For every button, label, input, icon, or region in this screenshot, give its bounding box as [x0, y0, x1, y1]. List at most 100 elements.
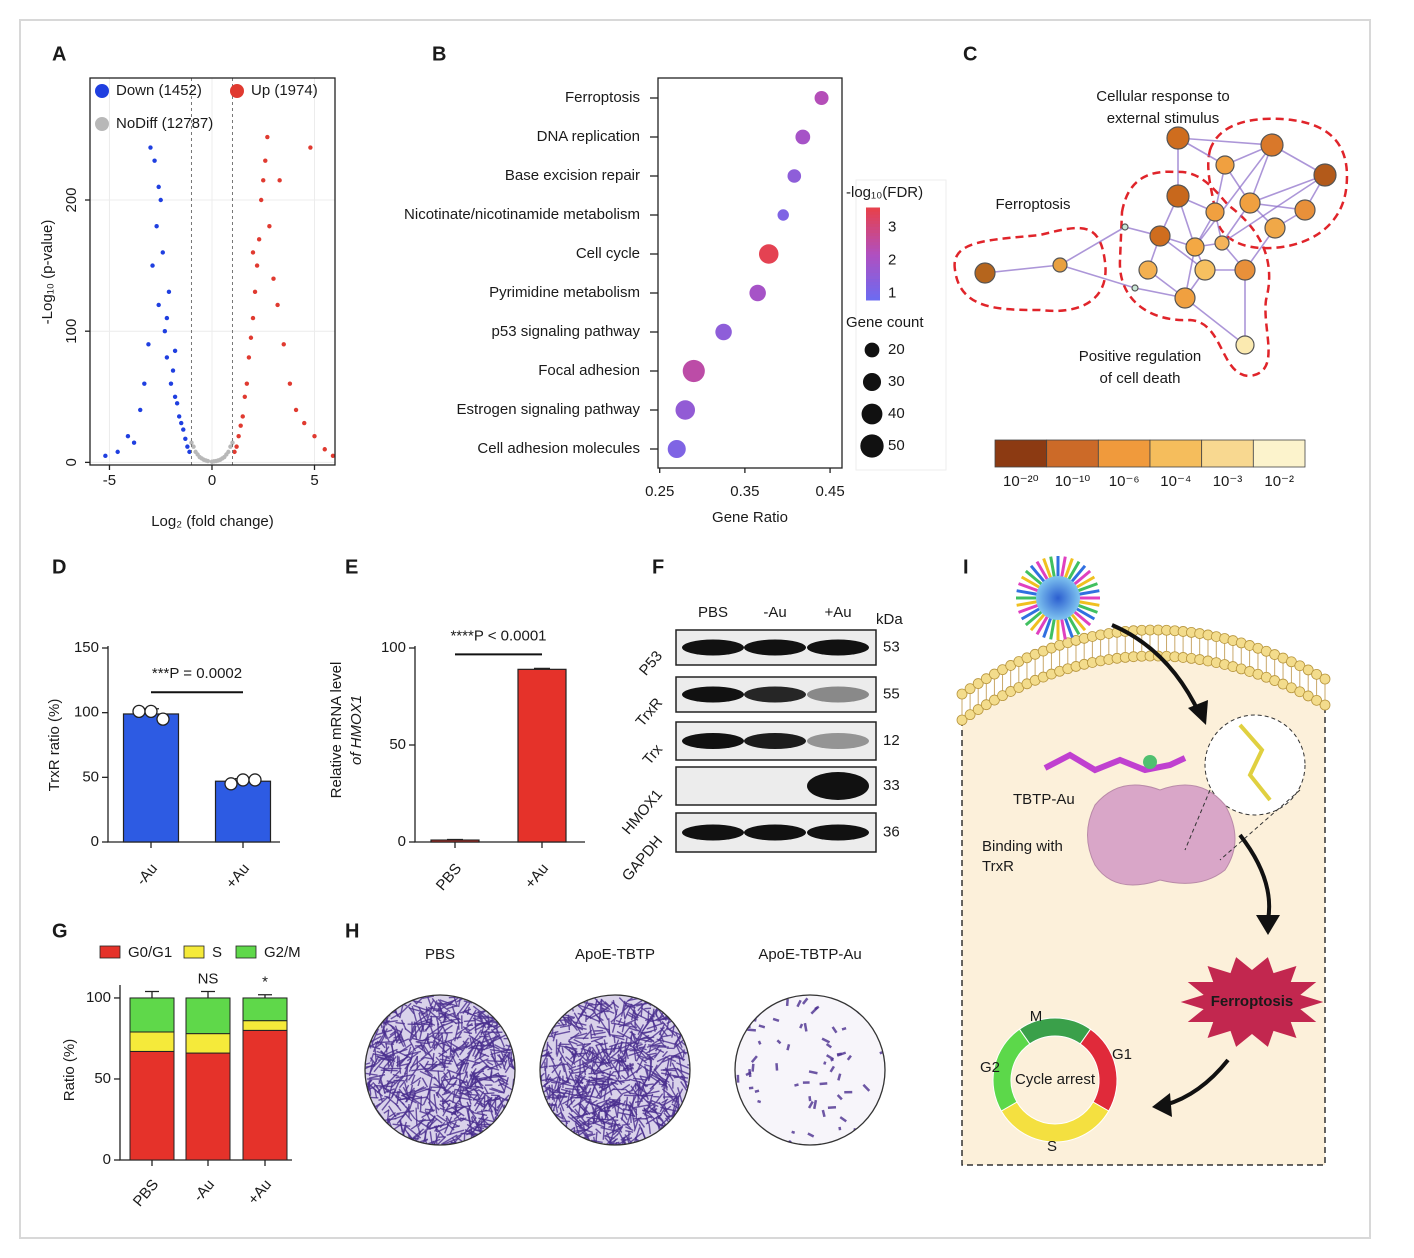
colorbar-cell	[866, 219, 880, 224]
colony	[580, 1000, 589, 1017]
colony	[497, 1072, 506, 1084]
nanoparticle-core	[1036, 576, 1080, 620]
colony	[549, 1086, 561, 1098]
colony	[372, 1081, 379, 1089]
colony	[397, 1072, 407, 1085]
colony	[489, 1049, 505, 1052]
colony	[566, 1090, 571, 1106]
colony	[671, 1092, 679, 1104]
nanoparticle-ligand	[1066, 560, 1081, 582]
cycle-label: Cycle arrest	[1015, 1071, 1096, 1088]
colony	[422, 995, 435, 1000]
point	[115, 449, 120, 455]
lipid-head	[1302, 690, 1314, 702]
colony	[455, 1136, 463, 1142]
colony	[480, 1109, 486, 1128]
colony	[803, 1022, 808, 1032]
colony	[463, 1019, 476, 1023]
colorbar-cell	[866, 262, 880, 267]
network-node	[1149, 225, 1171, 247]
colony	[623, 1113, 628, 1121]
colony	[467, 1112, 473, 1133]
colony	[545, 1073, 550, 1083]
colony	[644, 1063, 654, 1068]
bubble	[715, 323, 732, 341]
colony	[440, 1021, 448, 1035]
y-axis-label: -Log₁₀ (p-value)	[39, 220, 56, 325]
y-axis-label: Relative mRNA level	[328, 662, 345, 799]
colony	[649, 1069, 664, 1084]
replicate-point	[224, 777, 238, 791]
colony	[632, 1011, 652, 1022]
y-tick-label: Estrogen signaling pathway	[457, 401, 641, 418]
legend-marker	[95, 84, 109, 98]
colony	[445, 1115, 452, 1125]
point	[131, 440, 137, 445]
colony	[445, 1117, 449, 1127]
colony	[427, 996, 433, 1010]
colorbar-tick-label: 2	[888, 252, 896, 269]
colony	[418, 1062, 432, 1077]
colony	[562, 1089, 569, 1096]
colony	[449, 1120, 458, 1136]
colony	[637, 1024, 645, 1036]
colony	[404, 1050, 422, 1057]
colony	[384, 1058, 392, 1068]
colony	[582, 1113, 597, 1126]
bubble	[682, 359, 705, 383]
colony	[395, 1090, 399, 1098]
colony	[607, 1105, 611, 1112]
point	[224, 452, 229, 457]
colony	[661, 1098, 669, 1104]
colony	[604, 1001, 613, 1010]
colony	[621, 1123, 631, 1126]
colony	[561, 1047, 565, 1054]
colony	[543, 1076, 558, 1086]
blot-kda: 53	[883, 638, 900, 655]
colony	[406, 1094, 424, 1107]
colony	[489, 1088, 499, 1093]
colony	[378, 1080, 389, 1093]
colony	[503, 1059, 508, 1070]
legend-label: Down (1452)	[116, 82, 202, 99]
y-tick-label: Base excision repair	[505, 167, 640, 184]
colony	[611, 1035, 625, 1041]
significance-label: ****P < 0.0001	[450, 627, 546, 644]
colony	[572, 1097, 588, 1109]
point	[232, 449, 237, 455]
colony	[614, 1068, 622, 1080]
bubble	[758, 244, 779, 264]
colony	[494, 1043, 507, 1052]
point	[158, 197, 163, 203]
colorbar-cell	[866, 293, 880, 298]
lipid-head	[956, 688, 968, 700]
colony	[608, 1078, 625, 1084]
cluster-label: external stimulus	[1107, 110, 1220, 127]
colony	[418, 1011, 427, 1015]
point	[250, 315, 256, 321]
colony	[801, 997, 809, 1005]
colony	[640, 1003, 644, 1017]
colony	[425, 1020, 436, 1026]
well	[540, 995, 690, 1145]
phase-label: M	[1030, 1008, 1043, 1025]
colony	[626, 1013, 639, 1021]
colorbar-cell	[1097, 439, 1151, 468]
colony	[545, 1087, 551, 1100]
colony	[540, 1065, 548, 1070]
colony	[587, 1076, 606, 1082]
colony	[609, 1099, 616, 1105]
colony	[458, 1058, 465, 1077]
colony	[435, 1001, 454, 1013]
colony	[419, 1070, 437, 1080]
point	[199, 456, 204, 461]
blot-band	[682, 733, 744, 749]
colony	[607, 1121, 621, 1127]
replicate-point	[132, 704, 146, 719]
colony	[590, 1079, 609, 1083]
colony	[497, 1091, 505, 1094]
colony	[441, 1098, 445, 1113]
colony	[813, 1099, 818, 1110]
colorbar-cell	[866, 278, 880, 283]
nanoparticle-ligand	[1042, 558, 1053, 580]
